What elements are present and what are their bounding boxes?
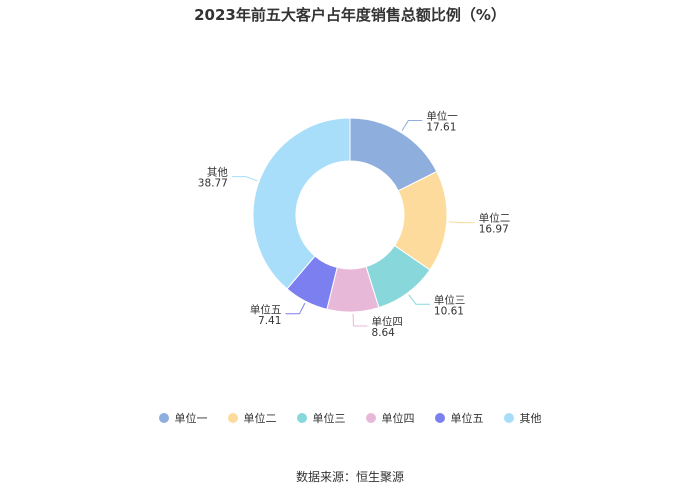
- legend-label-5: 单位五: [450, 412, 484, 425]
- slice-label-name-5: 单位五: [250, 303, 282, 316]
- legend-item-4[interactable]: 单位四: [365, 410, 415, 426]
- legend-swatch-4: [365, 413, 376, 423]
- leader-line-3: [408, 294, 430, 305]
- pie-slice-6: [252, 117, 351, 290]
- legend-swatch-6: [503, 413, 514, 423]
- label-leaders-group: [231, 120, 475, 327]
- slice-label-name-2: 单位二: [479, 212, 511, 225]
- slice-label-name-4: 单位四: [371, 315, 403, 328]
- slice-label-value-3: 10.61: [434, 305, 464, 317]
- slice-label-value-2: 16.97: [479, 224, 509, 236]
- legend-label-4: 单位四: [381, 412, 415, 425]
- legend-label-2: 单位二: [243, 412, 277, 425]
- legend-swatch-3: [296, 413, 307, 423]
- legend-label-3: 单位三: [312, 412, 346, 425]
- chart-legend: 单位一 单位二 单位三 单位四 单位五 其他: [0, 410, 700, 426]
- leader-line-1: [401, 120, 423, 132]
- chart-title: 2023年前五大客户占年度销售总额比例（%）: [194, 6, 506, 24]
- legend-item-6[interactable]: 其他: [503, 410, 542, 426]
- legend-swatch-1: [158, 413, 169, 423]
- leader-line-2: [448, 221, 475, 224]
- slice-label-name-3: 单位三: [434, 293, 466, 306]
- leader-line-4: [352, 313, 368, 327]
- legend-swatch-5: [434, 413, 445, 423]
- legend-item-3[interactable]: 单位三: [296, 410, 346, 426]
- leader-line-5: [285, 302, 306, 315]
- legend-label-1: 单位一: [174, 412, 208, 425]
- slice-label-value-1: 17.61: [426, 122, 456, 134]
- slice-label-value-6: 38.77: [198, 178, 228, 190]
- leader-line-6: [231, 176, 258, 182]
- slices-group: [252, 117, 448, 313]
- legend-item-2[interactable]: 单位二: [227, 410, 277, 426]
- slice-label-value-4: 8.64: [371, 327, 395, 339]
- data-source: 数据来源：恒生聚源: [295, 470, 404, 484]
- slice-label-name-1: 单位一: [426, 110, 458, 123]
- legend-swatch-2: [227, 413, 238, 423]
- legend-item-5[interactable]: 单位五: [434, 410, 484, 426]
- slice-label-name-6: 其他: [207, 166, 228, 179]
- slice-label-value-5: 7.41: [258, 315, 281, 327]
- legend-item-1[interactable]: 单位一: [158, 410, 208, 426]
- legend-label-6: 其他: [519, 412, 542, 425]
